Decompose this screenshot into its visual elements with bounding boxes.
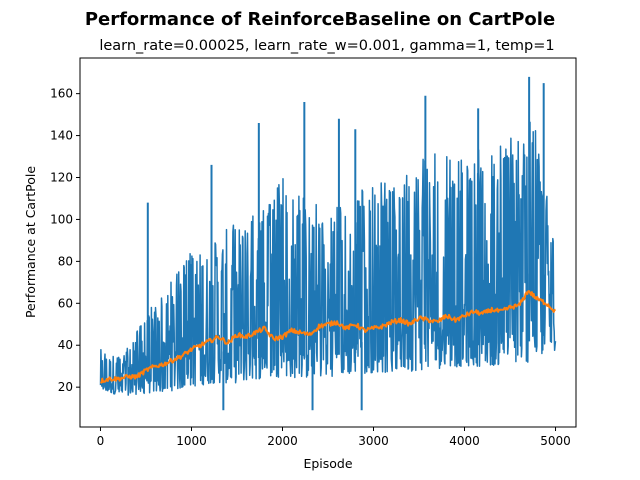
y-axis: 20 40 60 80 100 120 140 160 <box>50 87 80 394</box>
raw-performance-line <box>99 121 557 396</box>
y-tick-label: 100 <box>50 212 73 226</box>
plot-area <box>99 76 557 411</box>
moving-average-line <box>99 290 556 384</box>
x-tick-label: 2000 <box>267 434 298 448</box>
x-tick-label: 3000 <box>358 434 389 448</box>
y-tick-label: 120 <box>50 171 73 185</box>
x-tick-label: 5000 <box>540 434 571 448</box>
y-tick-label: 60 <box>58 296 73 310</box>
x-axis: 0 1000 2000 3000 4000 5000 <box>97 427 571 448</box>
chart-subtitle: learn_rate=0.00025, learn_rate_w=0.001, … <box>99 38 554 54</box>
y-tick-label: 20 <box>58 380 73 394</box>
y-tick-label: 80 <box>58 254 73 268</box>
raw-performance-series <box>99 76 557 411</box>
y-tick-label: 140 <box>50 129 73 143</box>
y-tick-label: 40 <box>58 338 73 352</box>
moving-average-series <box>99 290 556 384</box>
x-axis-label: Episode <box>303 456 352 471</box>
x-tick-label: 0 <box>97 434 105 448</box>
x-tick-label: 1000 <box>176 434 207 448</box>
axes-frame <box>79 57 577 428</box>
y-tick-label: 160 <box>50 87 73 101</box>
y-axis-label: Performance at CartPole <box>23 166 38 318</box>
x-tick-label: 4000 <box>449 434 480 448</box>
chart-title: Performance of ReinforceBaseline on Cart… <box>85 9 555 30</box>
